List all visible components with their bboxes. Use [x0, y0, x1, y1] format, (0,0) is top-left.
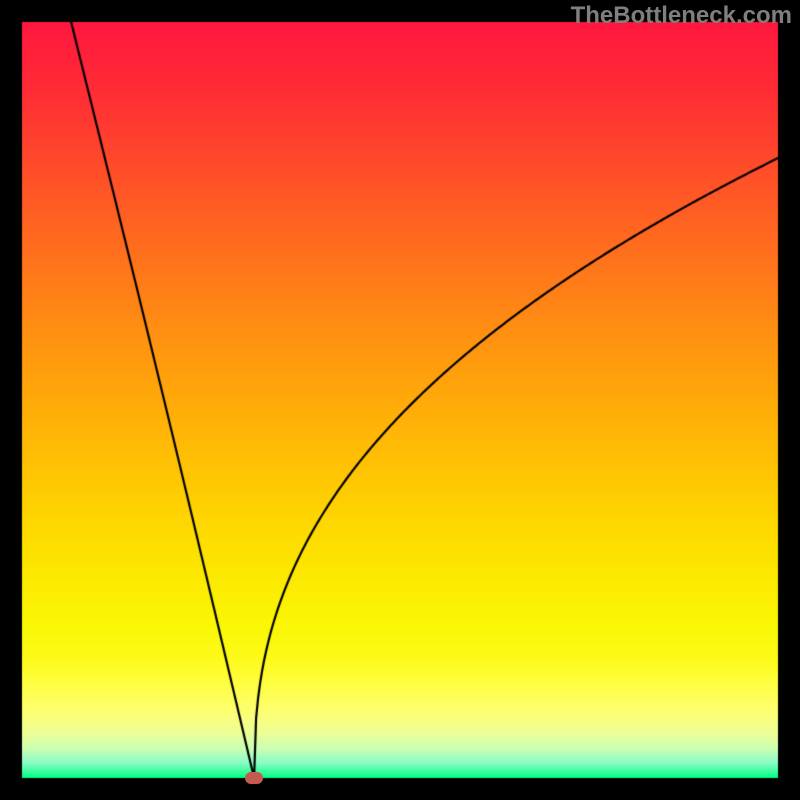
bottleneck-chart: TheBottleneck.com	[0, 0, 800, 800]
curve-overlay-canvas	[0, 0, 800, 800]
